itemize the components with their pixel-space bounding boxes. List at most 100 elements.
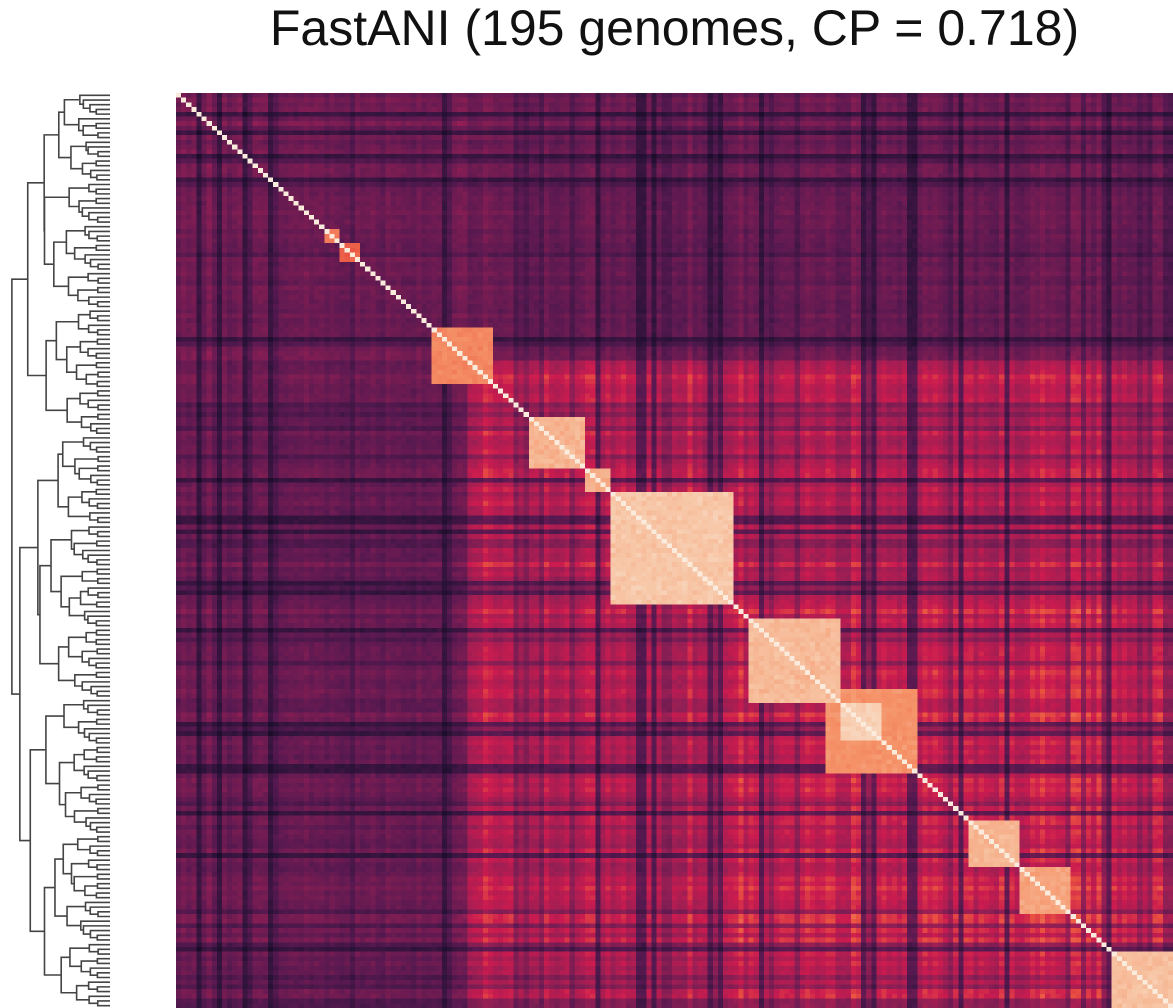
dendrogram-branch xyxy=(95,446,110,453)
dendrogram-branch xyxy=(87,146,110,155)
dendrogram-branch xyxy=(96,850,110,857)
dendrogram-branch xyxy=(69,947,90,968)
dendrogram-branch xyxy=(87,859,110,869)
dendrogram-branch xyxy=(95,662,110,669)
dendrogram-branch xyxy=(95,798,110,805)
dendrogram-branch xyxy=(89,258,110,268)
dendrogram-branch xyxy=(96,315,110,322)
dendrogram-branch xyxy=(43,196,70,265)
dendrogram-branch xyxy=(87,770,110,779)
dendrogram-branch xyxy=(97,948,110,955)
dendrogram-branch xyxy=(95,197,110,205)
dendrogram-branch xyxy=(63,98,80,126)
dendrogram-branch xyxy=(68,597,85,617)
dendrogram-branch xyxy=(67,636,87,658)
dendrogram-branch xyxy=(95,826,110,833)
dendrogram-branch xyxy=(55,320,79,361)
dendrogram-branch xyxy=(96,864,110,871)
dendrogram-branch xyxy=(96,986,110,993)
dendrogram-branch xyxy=(95,122,110,129)
dendrogram-branch xyxy=(89,845,110,854)
dendrogram-branch xyxy=(84,254,110,264)
dendrogram-branch xyxy=(60,575,83,608)
dendrogram-branch xyxy=(96,774,110,782)
dendrogram-branch xyxy=(88,230,110,240)
dendrogram-branch xyxy=(84,901,110,912)
dendrogram-branch xyxy=(96,972,110,979)
dendrogram-branch xyxy=(74,458,99,475)
dendrogram-branch xyxy=(81,570,98,582)
dendrogram-branch xyxy=(95,108,110,115)
dendrogram-branch xyxy=(90,423,110,432)
dendrogram-branch xyxy=(82,925,110,935)
dendrogram-branch xyxy=(75,984,90,1001)
dendrogram-branch xyxy=(96,329,110,336)
row-dendrogram xyxy=(11,94,110,1007)
dendrogram-branch xyxy=(19,546,38,842)
dendrogram-branch xyxy=(95,620,110,627)
dendrogram-branch xyxy=(96,934,110,941)
dendrogram-branch xyxy=(73,753,85,772)
dendrogram-branch xyxy=(89,441,110,451)
dendrogram-branch xyxy=(88,943,110,953)
dendrogram-branch xyxy=(95,160,110,167)
dendrogram-branch xyxy=(89,512,110,521)
dendrogram-branch xyxy=(96,690,110,697)
dendrogram-branch xyxy=(97,577,110,585)
dendrogram-branch xyxy=(97,784,110,791)
dendrogram-branch xyxy=(79,590,97,606)
dendrogram-branch xyxy=(88,995,110,1005)
dendrogram-branch xyxy=(97,150,110,158)
dendrogram-branch xyxy=(26,181,47,377)
dendrogram-branch xyxy=(43,134,59,232)
dendrogram-branch xyxy=(89,967,110,976)
dendrogram-branch xyxy=(83,749,98,761)
dendrogram-branch xyxy=(67,496,90,518)
dendrogram-branch xyxy=(57,453,69,508)
dendrogram-branch xyxy=(88,183,110,193)
dendrogram-branch xyxy=(61,441,84,468)
dendrogram-branch xyxy=(97,132,110,139)
dendrogram-branch xyxy=(95,601,110,608)
dendrogram-branch xyxy=(95,756,110,763)
dendrogram-branch xyxy=(97,277,110,284)
dendrogram-branch xyxy=(90,474,110,484)
dendrogram-branch xyxy=(87,704,110,714)
dendrogram-branch xyxy=(89,906,110,915)
dendrogram-branch xyxy=(87,272,110,282)
dendrogram-branch xyxy=(95,718,110,725)
dendrogram-branch xyxy=(96,235,110,242)
dendrogram-branch xyxy=(88,793,110,803)
dendrogram-branch xyxy=(73,875,98,892)
dendrogram-branch xyxy=(95,892,110,899)
dendrogram-branch xyxy=(81,162,97,175)
dendrogram-branch xyxy=(90,685,110,695)
dendrogram-branch xyxy=(95,638,110,646)
dendrogram-branch xyxy=(89,310,110,320)
dendrogram-branch xyxy=(66,397,82,423)
dendrogram-branch xyxy=(95,188,110,195)
dendrogram-branch xyxy=(88,657,110,667)
dendrogram-branch xyxy=(65,346,81,373)
dendrogram-branch xyxy=(87,587,110,596)
dendrogram-branch xyxy=(96,648,110,655)
dendrogram-branch xyxy=(87,615,110,625)
dendrogram-branch xyxy=(95,362,110,369)
dendrogram-branch xyxy=(95,737,110,744)
dendrogram-branch xyxy=(80,960,98,973)
dendrogram-branch xyxy=(97,835,110,843)
dendrogram-branch xyxy=(95,488,110,495)
chart-title: FastANI (195 genomes, CP = 0.718) xyxy=(269,0,1080,56)
dendrogram-branch xyxy=(77,720,97,734)
dendrogram-branch xyxy=(97,465,110,472)
dendrogram-branch xyxy=(11,278,28,695)
dendrogram-branch xyxy=(96,746,110,754)
dendrogram-branch xyxy=(89,929,110,939)
dendrogram-branch xyxy=(85,631,97,643)
dendrogram-branch xyxy=(73,542,97,556)
dendrogram-branch xyxy=(89,169,110,179)
dendrogram-branch xyxy=(63,703,84,729)
dendrogram-branch xyxy=(82,699,110,710)
dendrogram-branch xyxy=(96,338,110,345)
dendrogram-branch xyxy=(65,230,86,255)
